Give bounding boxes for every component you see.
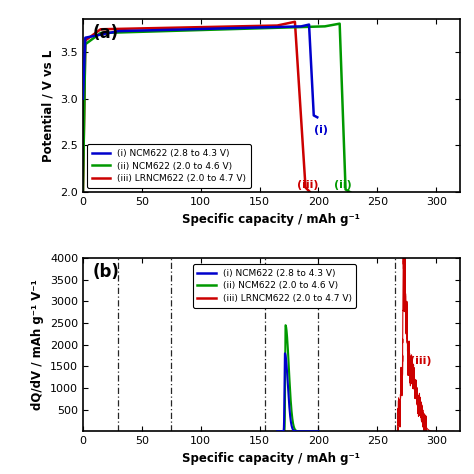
Text: (b): (b): [92, 263, 119, 281]
Y-axis label: Potential / V vs L: Potential / V vs L: [42, 49, 55, 162]
Text: (ii): (ii): [334, 180, 352, 190]
X-axis label: Specific capacity / mAh g⁻¹: Specific capacity / mAh g⁻¹: [182, 452, 360, 465]
Text: (i): (i): [314, 125, 328, 135]
X-axis label: Specific capacity / mAh g⁻¹: Specific capacity / mAh g⁻¹: [182, 213, 360, 226]
Text: (iii): (iii): [410, 356, 432, 366]
Legend: (i) NCM622 (2.8 to 4.3 V), (ii) NCM622 (2.0 to 4.6 V), (iii) LRNCM622 (2.0 to 4.: (i) NCM622 (2.8 to 4.3 V), (ii) NCM622 (…: [88, 145, 251, 188]
Text: (a): (a): [92, 24, 118, 42]
Legend: (i) NCM622 (2.8 to 4.3 V), (ii) NCM622 (2.0 to 4.6 V), (iii) LRNCM622 (2.0 to 4.: (i) NCM622 (2.8 to 4.3 V), (ii) NCM622 (…: [193, 264, 356, 308]
Text: (iii): (iii): [297, 180, 319, 190]
Y-axis label: dQ/dV / mAh g⁻¹ V⁻¹: dQ/dV / mAh g⁻¹ V⁻¹: [31, 279, 45, 410]
